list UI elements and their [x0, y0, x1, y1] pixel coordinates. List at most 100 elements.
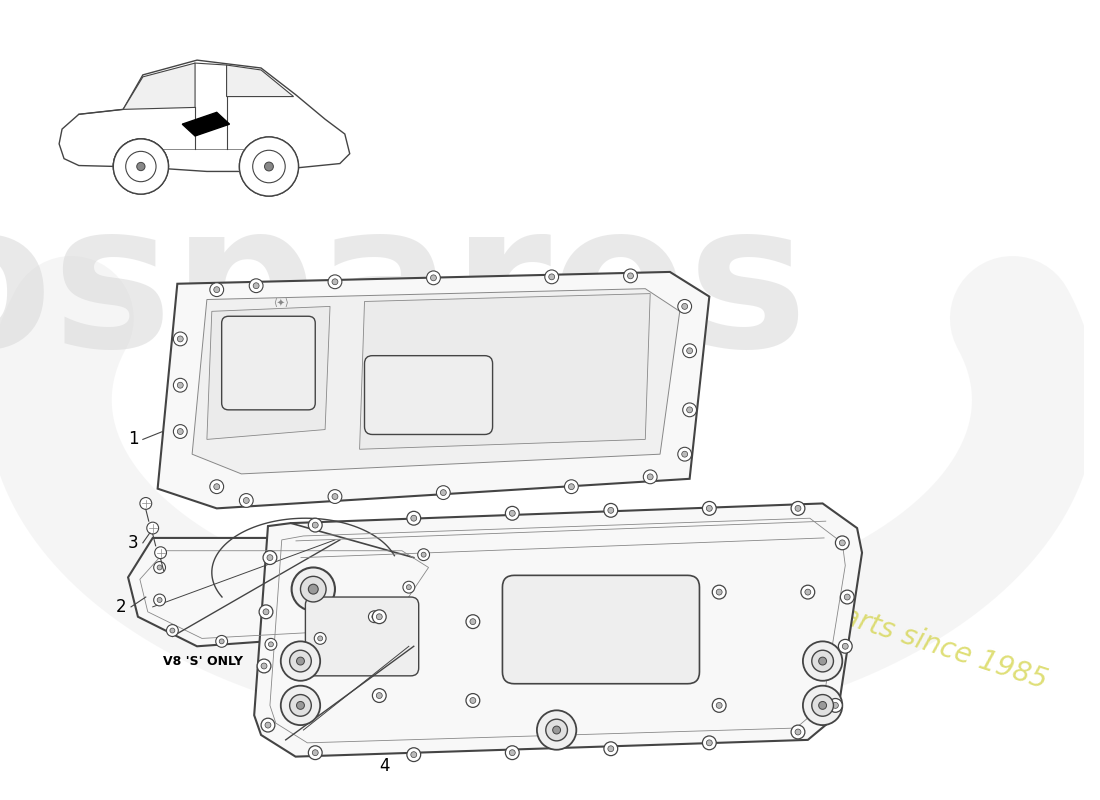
Circle shape [678, 447, 692, 461]
Circle shape [569, 484, 574, 490]
Circle shape [833, 702, 838, 708]
Circle shape [828, 698, 843, 712]
Circle shape [470, 698, 476, 703]
Circle shape [312, 522, 318, 528]
Circle shape [113, 139, 168, 194]
Circle shape [263, 609, 268, 614]
Circle shape [210, 282, 223, 297]
FancyBboxPatch shape [503, 575, 700, 684]
Circle shape [240, 137, 298, 196]
Text: V8 'S' ONLY: V8 'S' ONLY [163, 654, 243, 667]
Circle shape [410, 515, 417, 521]
Circle shape [253, 282, 260, 289]
Circle shape [703, 502, 716, 515]
Polygon shape [128, 538, 443, 646]
Circle shape [177, 429, 184, 434]
Circle shape [250, 279, 263, 293]
Circle shape [682, 303, 688, 310]
Circle shape [260, 605, 273, 618]
Circle shape [292, 567, 336, 611]
Circle shape [564, 480, 579, 494]
Circle shape [466, 614, 480, 629]
Circle shape [407, 748, 420, 762]
Circle shape [791, 725, 805, 739]
Circle shape [261, 663, 267, 669]
Circle shape [308, 746, 322, 759]
Circle shape [376, 693, 382, 698]
Circle shape [549, 274, 554, 280]
Circle shape [812, 650, 834, 672]
Circle shape [437, 486, 450, 499]
Polygon shape [157, 272, 710, 508]
Circle shape [328, 275, 342, 289]
Circle shape [257, 659, 271, 673]
Circle shape [297, 657, 305, 665]
Circle shape [706, 506, 713, 511]
Circle shape [154, 594, 165, 606]
Circle shape [505, 506, 519, 520]
Circle shape [546, 719, 568, 741]
Circle shape [604, 742, 618, 756]
Circle shape [261, 718, 275, 732]
Circle shape [407, 511, 420, 525]
Circle shape [174, 378, 187, 392]
Circle shape [608, 746, 614, 752]
Circle shape [240, 137, 298, 196]
Circle shape [297, 702, 305, 710]
Circle shape [219, 639, 224, 644]
Circle shape [647, 474, 653, 480]
Circle shape [505, 746, 519, 759]
Text: a passion for parts since 1985: a passion for parts since 1985 [644, 538, 1052, 695]
Circle shape [716, 702, 722, 708]
Circle shape [177, 382, 184, 388]
Circle shape [372, 614, 377, 619]
Circle shape [683, 344, 696, 358]
Circle shape [308, 584, 318, 594]
Circle shape [373, 610, 386, 624]
Text: ⟨✦⟩: ⟨✦⟩ [273, 298, 288, 309]
Circle shape [430, 275, 437, 281]
Circle shape [818, 702, 826, 710]
Circle shape [843, 643, 848, 650]
Circle shape [509, 750, 515, 756]
Circle shape [213, 286, 220, 293]
Circle shape [312, 750, 318, 756]
Circle shape [157, 565, 162, 570]
Circle shape [544, 270, 559, 284]
Circle shape [368, 611, 381, 622]
Circle shape [140, 498, 152, 510]
Polygon shape [59, 60, 350, 171]
Circle shape [264, 162, 274, 171]
Circle shape [795, 729, 801, 735]
Circle shape [537, 710, 576, 750]
Circle shape [174, 425, 187, 438]
Circle shape [818, 657, 826, 665]
FancyBboxPatch shape [306, 597, 419, 676]
Circle shape [427, 271, 440, 285]
FancyBboxPatch shape [222, 316, 316, 410]
Circle shape [146, 522, 158, 534]
Text: 3: 3 [128, 534, 139, 552]
FancyBboxPatch shape [364, 356, 493, 434]
Circle shape [174, 332, 187, 346]
Circle shape [470, 618, 476, 625]
Circle shape [315, 633, 326, 644]
Circle shape [509, 510, 515, 516]
Circle shape [791, 502, 805, 515]
Circle shape [289, 694, 311, 716]
Circle shape [839, 540, 845, 546]
Circle shape [840, 590, 854, 604]
Circle shape [683, 403, 696, 417]
Circle shape [403, 582, 415, 593]
Circle shape [552, 726, 561, 734]
Circle shape [157, 598, 162, 602]
Circle shape [263, 550, 277, 565]
Circle shape [308, 518, 322, 532]
Circle shape [627, 273, 634, 279]
Circle shape [604, 503, 618, 518]
Circle shape [267, 554, 273, 561]
Circle shape [216, 635, 228, 647]
Polygon shape [360, 294, 650, 450]
Circle shape [265, 638, 277, 650]
Circle shape [125, 151, 156, 182]
